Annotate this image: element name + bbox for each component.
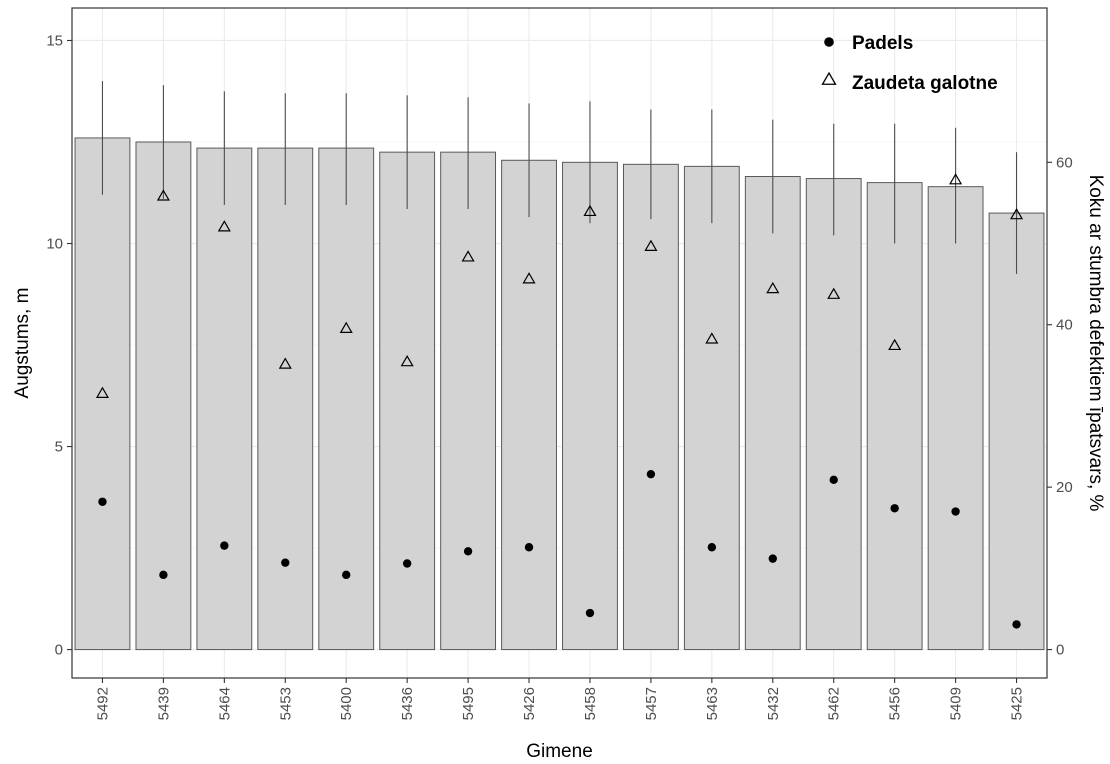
point-padels-5425 (1012, 620, 1021, 629)
point-zaudeta-galotne-5432 (766, 281, 780, 294)
point-zaudeta-galotne-5464 (217, 220, 231, 232)
point-zaudeta-galotne-5462 (827, 287, 841, 299)
y-tick-label: 10 (46, 236, 63, 253)
bar-5492 (74, 137, 131, 651)
legend-label-padels: Padels (852, 33, 913, 54)
point-padels-5458 (585, 608, 595, 618)
legend-key-zaudeta-galotne (821, 71, 837, 85)
bar-5463 (683, 165, 740, 651)
point-padels-5457 (646, 469, 656, 479)
bar-5462 (805, 178, 862, 651)
y2-tick-label: 40 (1056, 317, 1073, 334)
point-padels-5464 (220, 541, 229, 550)
x-axis-title: Gimene (526, 741, 593, 762)
point-padels-5492 (98, 497, 107, 506)
point-zaudeta-galotne-5400 (339, 321, 353, 334)
x-tick-label: 5439 (155, 687, 172, 720)
point-padels-5456 (890, 504, 899, 513)
x-tick-label: 5462 (826, 687, 843, 720)
error-bars (101, 81, 1018, 274)
x-tick-label: 5400 (338, 687, 355, 720)
x-tick-label: 5495 (460, 687, 477, 720)
y-tick-label: 15 (46, 32, 63, 49)
bar-5400 (318, 147, 375, 651)
point-zaudeta-galotne-5492 (95, 386, 110, 398)
x-tick-label: 5426 (521, 687, 538, 720)
y-tick-label: 5 (55, 439, 63, 456)
bar-5432 (744, 176, 801, 651)
point-padels-5453 (281, 558, 290, 567)
point-zaudeta-galotne-5425 (1009, 207, 1024, 220)
point-padels-5409 (951, 507, 960, 516)
point-zaudeta-galotne-5495 (461, 250, 475, 262)
x-tick-label: 5464 (216, 687, 233, 720)
bars (74, 137, 1045, 651)
point-padels-5495 (463, 547, 473, 556)
point-padels-5462 (829, 475, 838, 485)
point-zaudeta-galotne-5409 (949, 173, 963, 185)
x-tick-label: 5457 (643, 687, 660, 720)
x-tick-label: 5409 (948, 687, 965, 720)
x-tick-label: 5458 (582, 687, 599, 720)
bar-5436 (379, 151, 436, 651)
point-zaudeta-galotne-5456 (888, 338, 902, 351)
bar-5439 (135, 141, 192, 651)
legend: Padels Zaudeta galotne (821, 33, 998, 94)
y-tick-label: 0 (55, 642, 63, 659)
bar-5409 (927, 186, 984, 651)
point-padels-5432 (768, 554, 777, 563)
y-axis-title: Augstums, m (12, 288, 33, 399)
x-tick-label: 5463 (704, 687, 721, 720)
point-zaudeta-galotne-5436 (400, 354, 414, 367)
y2-axis-title: Koku ar stumbra defektiem īpatsvars, % (1085, 175, 1106, 512)
x-tick-label: 5492 (94, 687, 111, 720)
point-zaudeta-galotne-5463 (705, 332, 719, 344)
y2-tick-label: 20 (1056, 479, 1073, 496)
point-padels-5463 (707, 543, 717, 552)
x-tick-label: 5425 (1009, 687, 1026, 720)
point-zaudeta-galotne-5439 (156, 189, 170, 201)
x-tick-label: 5432 (765, 687, 782, 720)
axes: 0 5 10 15 0 20 40 60 5492 5439 5464 5453 5400 5436 549… (46, 32, 1072, 720)
point-padels-5439 (159, 570, 168, 580)
point-padels-5400 (342, 570, 351, 580)
point-zaudeta-galotne-5458 (583, 204, 597, 217)
points (95, 173, 1024, 629)
bar-5458 (562, 161, 618, 651)
plot-panel-border (71, 7, 1048, 679)
legend-key-padels (824, 37, 834, 47)
bar-5457 (622, 163, 679, 651)
bar-5464 (196, 147, 253, 651)
x-tick-label: 5453 (277, 687, 294, 720)
point-zaudeta-galotne-5453 (278, 357, 292, 369)
point-zaudeta-galotne-5457 (644, 239, 658, 251)
x-tick-label: 5436 (399, 687, 416, 720)
legend-label-zaudeta-galotne: Zaudeta galotne (852, 73, 998, 94)
point-zaudeta-galotne-5426 (522, 272, 536, 284)
bar-5425 (988, 212, 1045, 651)
point-padels-5426 (524, 543, 534, 552)
y2-tick-label: 0 (1056, 642, 1064, 659)
bar-5426 (501, 159, 557, 651)
bar-5456 (866, 182, 923, 651)
x-tick-label: 5456 (887, 687, 904, 720)
bar-5453 (257, 147, 314, 651)
bar-5495 (440, 151, 497, 651)
y2-tick-label: 60 (1056, 154, 1073, 171)
point-padels-5436 (402, 559, 412, 568)
